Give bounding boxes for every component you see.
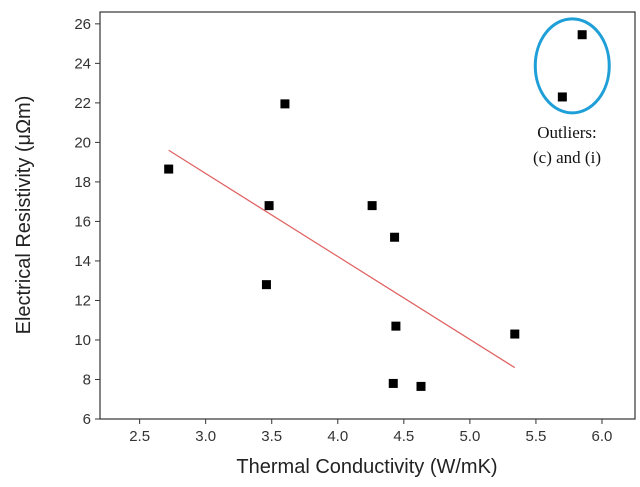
outlier-annotation-line2: (c) and (i)	[533, 148, 601, 167]
data-point	[367, 201, 377, 211]
y-tick-label: 20	[74, 134, 91, 151]
data-point	[391, 321, 401, 331]
x-tick-label: 3.5	[261, 428, 282, 445]
y-tick-label: 18	[74, 174, 91, 191]
data-point	[390, 232, 400, 242]
trend-line	[168, 149, 516, 369]
data-point	[557, 92, 567, 102]
x-tick-label: 5.0	[459, 428, 480, 445]
data-points	[164, 30, 587, 391]
y-axis-ticks: 6 8 10 12 14 16 18 20 22 24 26	[74, 16, 100, 428]
outlier-annotation-line1: Outliers:	[537, 123, 597, 142]
data-point	[264, 201, 274, 211]
x-tick-label: 6.0	[592, 428, 613, 445]
x-tick-label: 4.5	[393, 428, 414, 445]
data-point	[280, 99, 290, 109]
data-point	[261, 280, 271, 290]
x-axis-ticks: 2.5 3.0 3.5 4.0 4.5 5.0 5.5 6.0	[129, 419, 612, 445]
data-point	[577, 30, 587, 40]
y-tick-label: 8	[83, 371, 91, 388]
x-tick-label: 3.0	[195, 428, 216, 445]
y-tick-label: 10	[74, 332, 91, 349]
y-axis-title: Electrical Resistivity (μΩm)	[13, 96, 35, 335]
y-tick-label: 26	[74, 16, 91, 33]
outlier-circle	[533, 17, 611, 115]
x-axis-title: Thermal Conductivity (W/mK)	[236, 456, 497, 478]
y-tick-label: 22	[74, 95, 91, 112]
y-tick-label: 6	[83, 411, 91, 428]
data-point	[416, 381, 426, 391]
y-tick-label: 24	[74, 55, 91, 72]
y-tick-label: 12	[74, 292, 91, 309]
y-tick-label: 16	[74, 213, 91, 230]
x-tick-label: 4.0	[327, 428, 348, 445]
data-point	[388, 378, 398, 388]
x-tick-label: 2.5	[129, 428, 150, 445]
data-point	[510, 329, 520, 339]
data-point	[164, 164, 174, 174]
plot-frame	[99, 11, 636, 420]
x-tick-label: 5.5	[525, 428, 546, 445]
y-tick-label: 14	[74, 253, 91, 270]
